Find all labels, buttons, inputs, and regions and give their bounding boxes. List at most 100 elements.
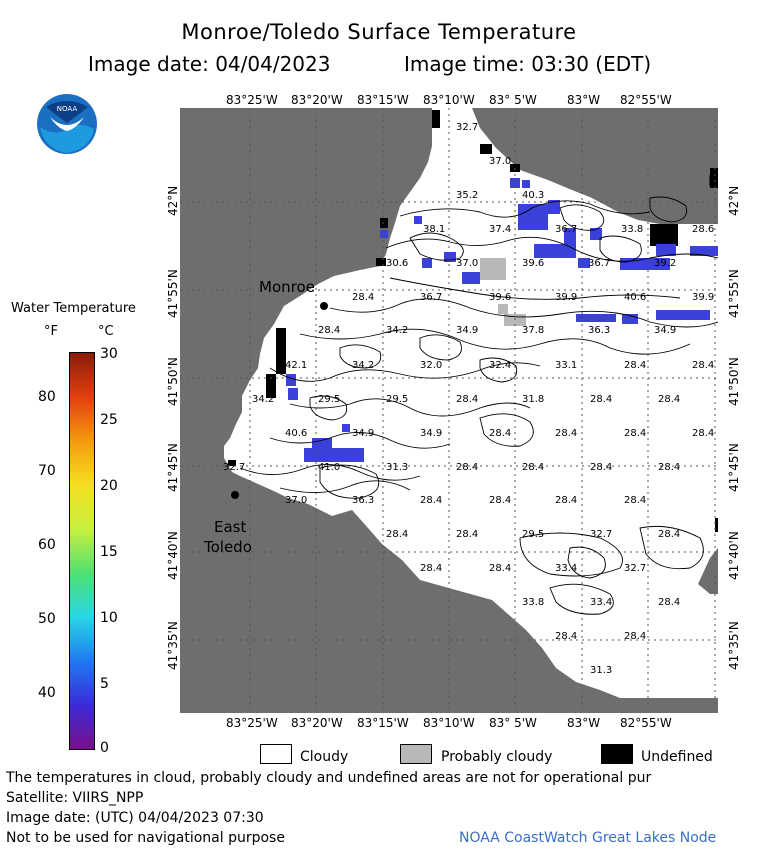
temp-label: 28.4 xyxy=(456,462,479,473)
temp-label: 38.1 xyxy=(423,224,446,235)
temp-label: 32.7 xyxy=(223,462,246,473)
c-tick: 15 xyxy=(100,544,118,560)
f-tick: 50 xyxy=(38,611,56,627)
lat-label: 42°N xyxy=(166,185,180,216)
temp-label: 28.4 xyxy=(555,631,578,642)
lon-label: 82°55'W xyxy=(620,716,672,730)
legend-swatch-undefined xyxy=(601,744,633,764)
lon-label: 83°10'W xyxy=(423,93,475,107)
temp-label: 39.6 xyxy=(522,258,545,269)
lat-label: 41°35'N xyxy=(727,621,741,670)
lon-label: 83°25'W xyxy=(226,93,278,107)
undefined-pixels xyxy=(228,110,718,532)
image-time: Image time: 03:30 (EDT) xyxy=(404,52,652,76)
temp-label: 28.4 xyxy=(624,360,647,371)
temp-label: 39.9 xyxy=(692,292,715,303)
temp-label: 30.6 xyxy=(386,258,409,269)
temp-label: 28.4 xyxy=(658,597,681,608)
temp-label: 39.9 xyxy=(555,292,578,303)
temp-label: 28.4 xyxy=(420,495,443,506)
temp-label: 28.4 xyxy=(555,495,578,506)
temp-label: 39.2 xyxy=(654,258,677,269)
temp-label: 37.4 xyxy=(489,224,512,235)
lat-label: 41°55'N xyxy=(166,269,180,318)
temp-label: 29.5 xyxy=(522,529,545,540)
temp-label: 28.4 xyxy=(555,428,578,439)
temp-label: 40.6 xyxy=(624,292,647,303)
temp-label: 28.4 xyxy=(522,462,545,473)
c-tick: 5 xyxy=(100,676,109,692)
temp-label: 28.6 xyxy=(692,224,715,235)
f-tick: 70 xyxy=(38,463,56,479)
lon-label: 82°55'W xyxy=(620,93,672,107)
unit-celsius: °C xyxy=(98,324,114,339)
temp-label: 28.4 xyxy=(456,529,479,540)
place-label-k: K xyxy=(708,172,718,190)
temp-label: 28.4 xyxy=(590,394,613,405)
temp-label: 34.2 xyxy=(386,325,409,336)
temp-label: 36.7 xyxy=(588,258,611,269)
temp-label: 37.0 xyxy=(489,156,512,167)
temp-label: 34.9 xyxy=(420,428,443,439)
footer-satellite: Satellite: VIIRS_NPP xyxy=(6,790,144,806)
lat-label: 41°35'N xyxy=(166,621,180,670)
temp-label: 31.3 xyxy=(386,462,409,473)
temp-label: 33.1 xyxy=(555,360,578,371)
temp-label: 33.4 xyxy=(590,597,613,608)
temp-label: 28.4 xyxy=(489,495,512,506)
temp-label: 42.1 xyxy=(285,360,308,371)
map-title: Monroe/Toledo Surface Temperature xyxy=(181,20,577,44)
f-tick: 80 xyxy=(38,389,56,405)
temp-label: 36.3 xyxy=(588,325,611,336)
lat-label: 41°45'N xyxy=(727,443,741,492)
footer-utc-date: Image date: (UTC) 04/04/2023 07:30 xyxy=(6,810,264,826)
temp-label: 34.9 xyxy=(456,325,479,336)
footer-credit: NOAA CoastWatch Great Lakes Node xyxy=(459,830,717,846)
lat-label: 41°40'N xyxy=(166,531,180,580)
map-area xyxy=(180,108,719,713)
c-tick: 20 xyxy=(100,478,118,494)
temp-label: 28.4 xyxy=(658,394,681,405)
image-date: Image date: 04/04/2023 xyxy=(88,52,331,76)
graticule xyxy=(180,108,718,713)
c-tick: 10 xyxy=(100,610,118,626)
footer-nav-warning: Not to be used for navigational purpose xyxy=(6,830,285,846)
temp-label: 41.0 xyxy=(318,462,341,473)
legend-label-cloudy: Cloudy xyxy=(300,749,349,765)
temp-label: 40.3 xyxy=(522,190,545,201)
place-label-monroe: Monroe xyxy=(259,278,315,296)
lon-label: 83°20'W xyxy=(291,93,343,107)
lat-label: 41°50'N xyxy=(727,357,741,406)
temp-label: 32.7 xyxy=(590,529,613,540)
temp-label: 28.4 xyxy=(590,462,613,473)
lon-label: 83°10'W xyxy=(423,716,475,730)
legend-label-probably-cloudy: Probably cloudy xyxy=(441,749,553,765)
place-label-toledo: Toledo xyxy=(204,538,252,556)
temp-label: 32.7 xyxy=(624,563,647,574)
temp-label: 33.4 xyxy=(555,563,578,574)
c-tick: 30 xyxy=(100,346,118,362)
temp-label: 37.0 xyxy=(456,258,479,269)
temp-label: 28.4 xyxy=(624,631,647,642)
temp-label: 28.4 xyxy=(386,529,409,540)
lon-label: 83°25'W xyxy=(226,716,278,730)
temp-label: 34.9 xyxy=(654,325,677,336)
lon-label: 83°W xyxy=(567,716,601,730)
lat-label: 42°N xyxy=(727,185,741,216)
temp-label: 28.4 xyxy=(420,563,443,574)
temp-label: 36.7 xyxy=(420,292,443,303)
temp-label: 32.4 xyxy=(489,360,512,371)
temp-label: 28.4 xyxy=(489,428,512,439)
f-tick: 40 xyxy=(38,685,56,701)
lon-label: 83°15'W xyxy=(357,93,409,107)
lat-label: 41°45'N xyxy=(166,443,180,492)
temp-label: 28.4 xyxy=(318,325,341,336)
legend-label-undefined: Undefined xyxy=(641,749,713,765)
temp-label: 28.4 xyxy=(489,563,512,574)
temp-label: 28.4 xyxy=(456,394,479,405)
footer-note: The temperatures in cloud, probably clou… xyxy=(6,770,652,786)
temp-label: 36.3 xyxy=(352,495,375,506)
lat-label: 41°55'N xyxy=(727,269,741,318)
lat-label: 41°40'N xyxy=(727,531,741,580)
unit-fahrenheit: °F xyxy=(44,324,58,339)
